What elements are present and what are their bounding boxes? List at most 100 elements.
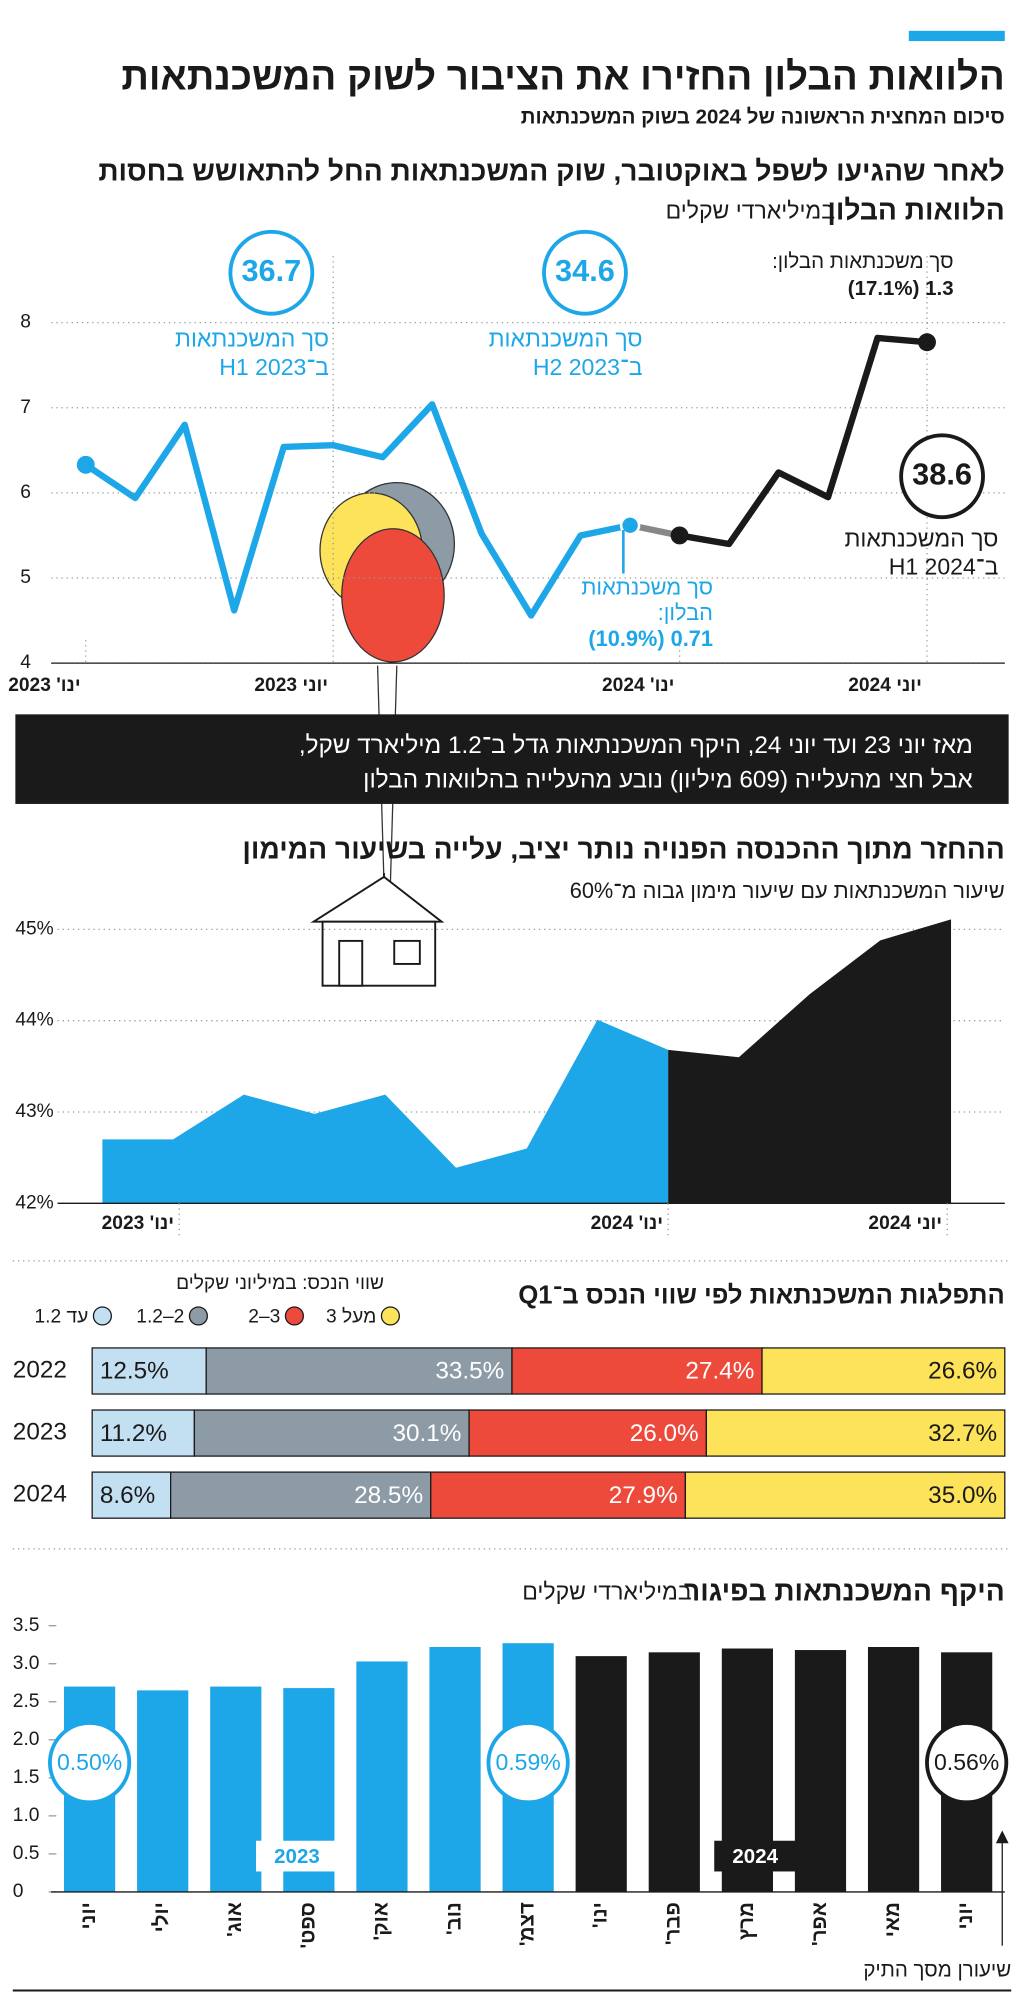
x-tick-label: ספט'	[296, 1902, 319, 1948]
chart-subtitle: שיעור המשכנתאות עם שיעור מימון גבוה מ־60…	[570, 878, 1005, 903]
y-tick-label: 8	[20, 312, 31, 333]
category-label: 2023	[13, 1418, 67, 1445]
balloon-label: סך משכנתאות	[581, 575, 713, 600]
chart-title: הלוואות הבלוןבמיליארדי שקלים	[666, 195, 1005, 226]
total-label: ב־H1 2023	[219, 354, 329, 380]
bar	[210, 1686, 262, 1892]
y-tick-label: 2.0	[13, 1729, 40, 1750]
legend-swatch	[188, 1306, 208, 1326]
x-tick-label: פבר'	[662, 1902, 685, 1945]
note: שיעורן מסך התיק	[863, 1959, 1011, 1982]
chart-title: היקף המשכנתאות בפיגור	[684, 1576, 1005, 1607]
y-tick-label: 42%	[15, 1192, 53, 1213]
bar	[794, 1650, 847, 1892]
chart-subtitle: במיליארדי שקלים	[666, 198, 835, 224]
y-tick-label: 0.5	[13, 1843, 40, 1864]
bar-segment	[170, 1471, 432, 1519]
y-tick-label: 1.5	[13, 1767, 40, 1788]
x-tick-label: אפר'	[808, 1902, 831, 1946]
total-label: ב־H1 2024	[889, 554, 999, 580]
point-marker	[918, 333, 936, 352]
bar	[429, 1646, 481, 1892]
total-value: 36.7	[241, 253, 301, 288]
x-tick-label: נוב'	[442, 1902, 465, 1935]
value-label: 8.6%	[100, 1482, 155, 1509]
x-tick-label: יוני 2024	[868, 1213, 942, 1234]
y-tick-label: 3.5	[13, 1615, 40, 1636]
total-value: 38.6	[912, 456, 972, 491]
total-label: סך המשכנתאות	[489, 326, 643, 352]
total-circle	[228, 229, 315, 316]
value-label: 35.0%	[928, 1482, 997, 1509]
area-series	[668, 919, 952, 1204]
rate-circle	[486, 1721, 570, 1805]
chart-title: הלוואות הבלון	[827, 195, 1004, 226]
x-tick-label: יולי	[150, 1902, 173, 1932]
bar	[648, 1652, 700, 1892]
bar-segment	[761, 1347, 1006, 1395]
bar-segment	[193, 1409, 470, 1457]
point-marker	[670, 526, 689, 545]
bar-segment	[684, 1471, 1006, 1519]
bar	[137, 1690, 189, 1892]
x-tick-label: יוני 2023	[254, 675, 328, 696]
x-tick-label: אוג'	[223, 1902, 246, 1937]
y-tick-label: 5	[20, 567, 31, 588]
banner-text: אבל חצי מהעלייה (609 מיליון) נובע מהעליי…	[363, 766, 973, 793]
total-circle	[542, 229, 628, 316]
total-label: סך המשכנתאות	[175, 326, 329, 352]
bar-segment	[468, 1409, 708, 1457]
total-label: ב־H2 2023	[533, 354, 643, 380]
y-tick-label: 43%	[15, 1101, 53, 1122]
rate-label: 0.56%	[934, 1749, 999, 1775]
bar-segment	[91, 1409, 196, 1457]
point-marker	[76, 455, 95, 474]
total-label: סך המשכנתאות	[844, 525, 998, 551]
x-tick-label: מרץ	[735, 1902, 758, 1940]
group-box	[256, 1840, 338, 1872]
balloon-label: 1.3 (17.1%)	[848, 277, 954, 300]
bar	[575, 1656, 627, 1892]
total-value: 34.6	[555, 253, 615, 288]
rate-circle	[925, 1721, 1009, 1805]
value-label: 12.5%	[100, 1358, 169, 1385]
value-label: 27.4%	[685, 1358, 754, 1385]
value-label: 26.6%	[928, 1358, 997, 1385]
balloon-label: סך משכנתאות הבלון:	[772, 250, 953, 273]
balloon-label: הבלון:	[658, 600, 713, 625]
chart-title: לאחר שהגיעו לשפל באוקטובר, שוק המשכנתאות…	[98, 155, 1004, 186]
legend-label: מעל 3	[326, 1306, 376, 1327]
bar-segment	[205, 1347, 513, 1395]
category-label: 2024	[13, 1481, 67, 1508]
category-label: 2022	[13, 1356, 67, 1383]
x-tick-label: יוני	[954, 1902, 977, 1929]
x-tick-label: ינו'	[589, 1902, 612, 1928]
bar	[356, 1661, 408, 1892]
legend-title: שווי הנכס: במיליוני שקלים	[176, 1273, 384, 1294]
legend-swatch	[92, 1306, 112, 1326]
bar-segment	[430, 1471, 687, 1519]
balloon-label: 0.71 (10.9%)	[588, 626, 713, 651]
main-subtitle: סיכום המחצית הראשונה של 2024 בשוק המשכנת…	[521, 105, 1005, 128]
legend-label: עד 1.2	[34, 1306, 88, 1327]
line-series	[83, 401, 631, 619]
rate-label: 0.50%	[57, 1749, 122, 1775]
bar-segment	[91, 1471, 172, 1519]
value-label: 26.0%	[630, 1420, 699, 1447]
total-circle	[899, 433, 985, 520]
x-tick-label: ינו' 2023	[102, 1213, 174, 1234]
chart-title: היקף המשכנתאות בפיגורבמיליארדי שקלים	[522, 1576, 1005, 1607]
x-tick-label: אוק'	[369, 1902, 392, 1940]
rate-circle	[48, 1721, 132, 1805]
house	[310, 873, 445, 987]
x-tick-label: יוני	[77, 1902, 100, 1929]
y-tick-label: 3.0	[13, 1653, 40, 1674]
value-label: 28.5%	[354, 1482, 423, 1509]
y-tick-label: 1.0	[13, 1805, 40, 1826]
chart-title: התפלגות המשכנתאות לפי שווי הנכס ב־Q1	[518, 1282, 1004, 1310]
group-box	[714, 1840, 797, 1872]
value-label: 33.5%	[435, 1358, 504, 1385]
x-tick-label: ינו' 2024	[602, 675, 674, 696]
bar-segment	[91, 1347, 207, 1395]
